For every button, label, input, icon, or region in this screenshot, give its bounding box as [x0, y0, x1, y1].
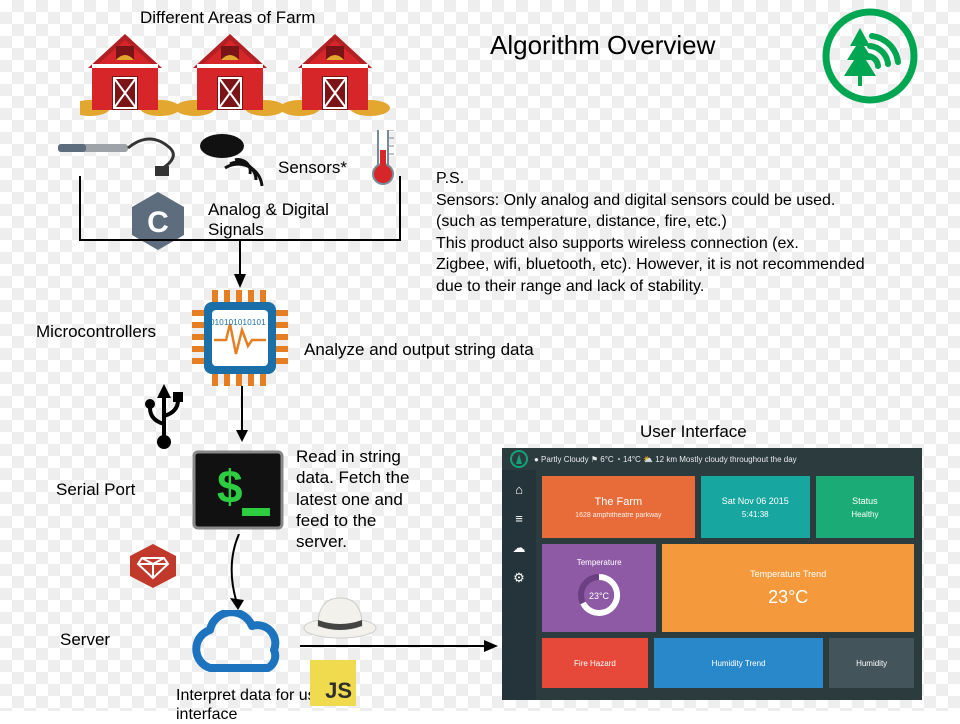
trend-title: Temperature Trend: [750, 569, 826, 579]
ui-logo-icon: [510, 450, 528, 468]
serial-label: Serial Port: [56, 480, 135, 500]
js-label: JS: [325, 678, 352, 704]
mcu-label: Microcontrollers: [36, 322, 156, 342]
nav-list-icon[interactable]: ≡: [515, 511, 523, 526]
trend-value: 23°C: [768, 587, 808, 608]
fire-label: Fire Hazard: [574, 659, 616, 668]
js-badge: JS: [310, 660, 356, 706]
card-humidity[interactable]: Humidity: [829, 638, 914, 688]
terminal-icon: $: [192, 450, 284, 535]
card-status-title: Status: [852, 496, 878, 506]
nav-gear-icon[interactable]: ⚙: [513, 570, 525, 586]
serial-desc: Read in string data. Fetch the latest on…: [296, 446, 426, 552]
card-temp-trend[interactable]: Temperature Trend 23°C: [662, 544, 914, 632]
arrow-terminal-server: [224, 534, 254, 619]
nav-home-icon[interactable]: ⌂: [515, 482, 523, 497]
ruby-badge: [128, 542, 178, 595]
arrow-mcu-terminal: [232, 386, 252, 451]
ps-line4: Zigbee, wifi, bluetooth, etc). However, …: [436, 254, 916, 276]
farm-areas-label: Different Areas of Farm: [140, 8, 315, 28]
card-farm[interactable]: The Farm 1628 amphitheatre parkway: [542, 476, 695, 538]
card-date[interactable]: Sat Nov 06 2015 5:41:38: [701, 476, 810, 538]
mcu-desc: Analyze and output string data: [304, 340, 534, 360]
server-label: Server: [60, 630, 110, 650]
hum-trend: Humidity Trend: [712, 659, 766, 668]
ps-line1: Sensors: Only analog and digital sensors…: [436, 190, 916, 212]
svg-text:23°C: 23°C: [589, 591, 610, 601]
card-farm-sub: 1628 amphitheatre parkway: [575, 512, 661, 519]
ui-header-text: ● Partly Cloudy ⚑ 6°C ◔ 14°C ⛅ 12 km Mos…: [534, 455, 797, 464]
card-status-sub: Healthy: [851, 510, 878, 519]
ps-header: P.S.: [436, 168, 916, 190]
cloud-icon: [180, 610, 290, 685]
arrow-server-ui: [300, 636, 500, 661]
ps-block: P.S. Sensors: Only analog and digital se…: [436, 168, 916, 298]
gauge-icon: 23°C: [575, 571, 623, 619]
card-date-title: Sat Nov 06 2015: [722, 496, 789, 506]
ui-mock: ● Partly Cloudy ⚑ 6°C ◔ 14°C ⛅ 12 km Mos…: [502, 448, 922, 700]
mcu-icon: [192, 290, 288, 391]
nav-cloud-icon[interactable]: ☁: [513, 540, 526, 556]
ps-line5: due to their range and lack of stability…: [436, 276, 916, 298]
card-farm-title: The Farm: [595, 496, 643, 508]
card-date-sub: 5:41:38: [742, 510, 769, 519]
barns-row: [80, 30, 390, 125]
ui-label: User Interface: [640, 422, 747, 442]
bracket-arrow-1: [70, 170, 410, 295]
card-status[interactable]: Status Healthy: [816, 476, 914, 538]
card-temperature[interactable]: Temperature 23°C: [542, 544, 656, 632]
page-title: Algorithm Overview: [490, 30, 715, 61]
svg-text:$: $: [216, 464, 244, 516]
brand-logo: [820, 6, 920, 111]
usb-icon: [140, 380, 188, 455]
card-hum-trend[interactable]: Humidity Trend: [654, 638, 823, 688]
hum-label: Humidity: [856, 659, 887, 668]
ps-line2: (such as temperature, distance, fire, et…: [436, 211, 916, 233]
card-fire[interactable]: Fire Hazard: [542, 638, 648, 688]
mcu-binary: 010101010101: [210, 318, 266, 327]
ps-line3: This product also supports wireless conn…: [436, 233, 916, 255]
temp-label: Temperature: [577, 558, 622, 567]
